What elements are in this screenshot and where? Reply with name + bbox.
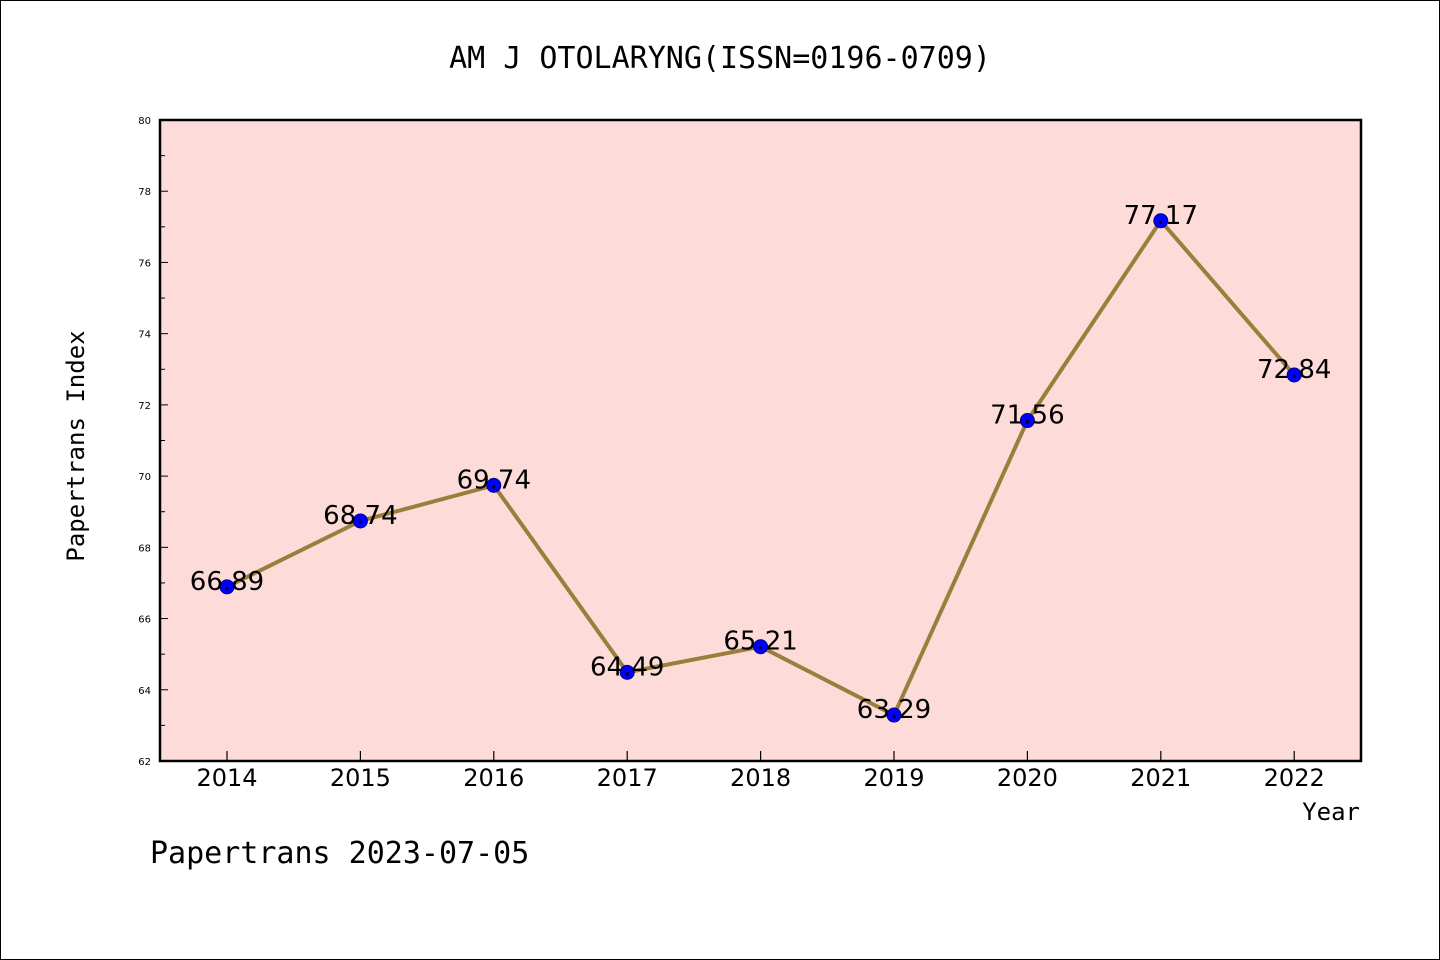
data-labels: 66.89 68.74 69.74 64.49 65.21 63.29 71.56 77.17… bbox=[190, 201, 1332, 725]
x-tick-label: 2018 bbox=[730, 764, 791, 792]
y-tick-label: 78 bbox=[138, 187, 151, 198]
data-point bbox=[886, 707, 902, 723]
data-label: 63.29 bbox=[857, 695, 931, 725]
y-tick-label: 68 bbox=[138, 543, 151, 554]
data-label: 72.84 bbox=[1257, 355, 1331, 385]
y-tick-label: 74 bbox=[138, 330, 151, 341]
y-axis-label: Papertrans Index bbox=[62, 330, 90, 561]
x-tick-label: 2016 bbox=[463, 764, 524, 792]
x-tick-label: 2021 bbox=[1130, 764, 1191, 792]
x-tick-label: 2020 bbox=[997, 764, 1058, 792]
data-point bbox=[753, 639, 769, 655]
y-tick-label: 66 bbox=[138, 615, 151, 626]
x-axis-label: Year bbox=[1302, 798, 1360, 826]
x-axis: 2014 2015 2016 2017 2018 2019 2020 2021 2022 bbox=[196, 751, 1325, 792]
y-tick-label: 76 bbox=[138, 258, 151, 269]
data-label: 64.49 bbox=[590, 652, 664, 682]
data-point bbox=[352, 513, 368, 529]
data-label: 65.21 bbox=[723, 627, 797, 657]
y-tick-label: 72 bbox=[138, 401, 151, 412]
x-tick-label: 2022 bbox=[1264, 764, 1325, 792]
data-label: 71.56 bbox=[990, 401, 1064, 431]
y-tick-label: 70 bbox=[138, 472, 151, 483]
data-point bbox=[1153, 213, 1169, 229]
data-label: 69.74 bbox=[457, 465, 531, 495]
x-tick-label: 2014 bbox=[196, 764, 257, 792]
y-tick-label: 80 bbox=[138, 116, 151, 127]
data-label: 77.17 bbox=[1124, 201, 1198, 231]
y-tick-label: 64 bbox=[138, 686, 151, 697]
x-tick-label: 2019 bbox=[863, 764, 924, 792]
data-label: 66.89 bbox=[190, 567, 264, 597]
data-point bbox=[1019, 413, 1035, 429]
y-tick-label: 62 bbox=[138, 757, 151, 768]
chart-title: AM J OTOLARYNG(ISSN=0196-0709) bbox=[449, 41, 991, 76]
data-point bbox=[619, 664, 635, 680]
y-axis: 62 64 66 68 70 72 74 76 78 80 bbox=[138, 116, 168, 768]
x-tick-label: 2015 bbox=[330, 764, 391, 792]
data-label: 68.74 bbox=[323, 501, 397, 531]
series-group bbox=[219, 213, 1302, 723]
data-point bbox=[1286, 367, 1302, 383]
data-point bbox=[219, 579, 235, 595]
data-point bbox=[486, 477, 502, 493]
footer-text: Papertrans 2023-07-05 bbox=[150, 836, 529, 871]
x-tick-label: 2017 bbox=[597, 764, 658, 792]
